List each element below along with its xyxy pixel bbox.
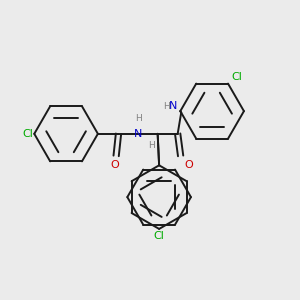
Text: Cl: Cl: [22, 129, 33, 139]
Text: H: H: [163, 102, 170, 111]
Text: N: N: [134, 129, 143, 139]
Text: H: H: [135, 114, 142, 123]
Text: Cl: Cl: [231, 72, 242, 82]
Text: H: H: [148, 141, 155, 150]
Text: O: O: [110, 160, 119, 170]
Text: O: O: [184, 160, 193, 170]
Text: Cl: Cl: [154, 231, 165, 241]
Text: N: N: [168, 101, 177, 111]
